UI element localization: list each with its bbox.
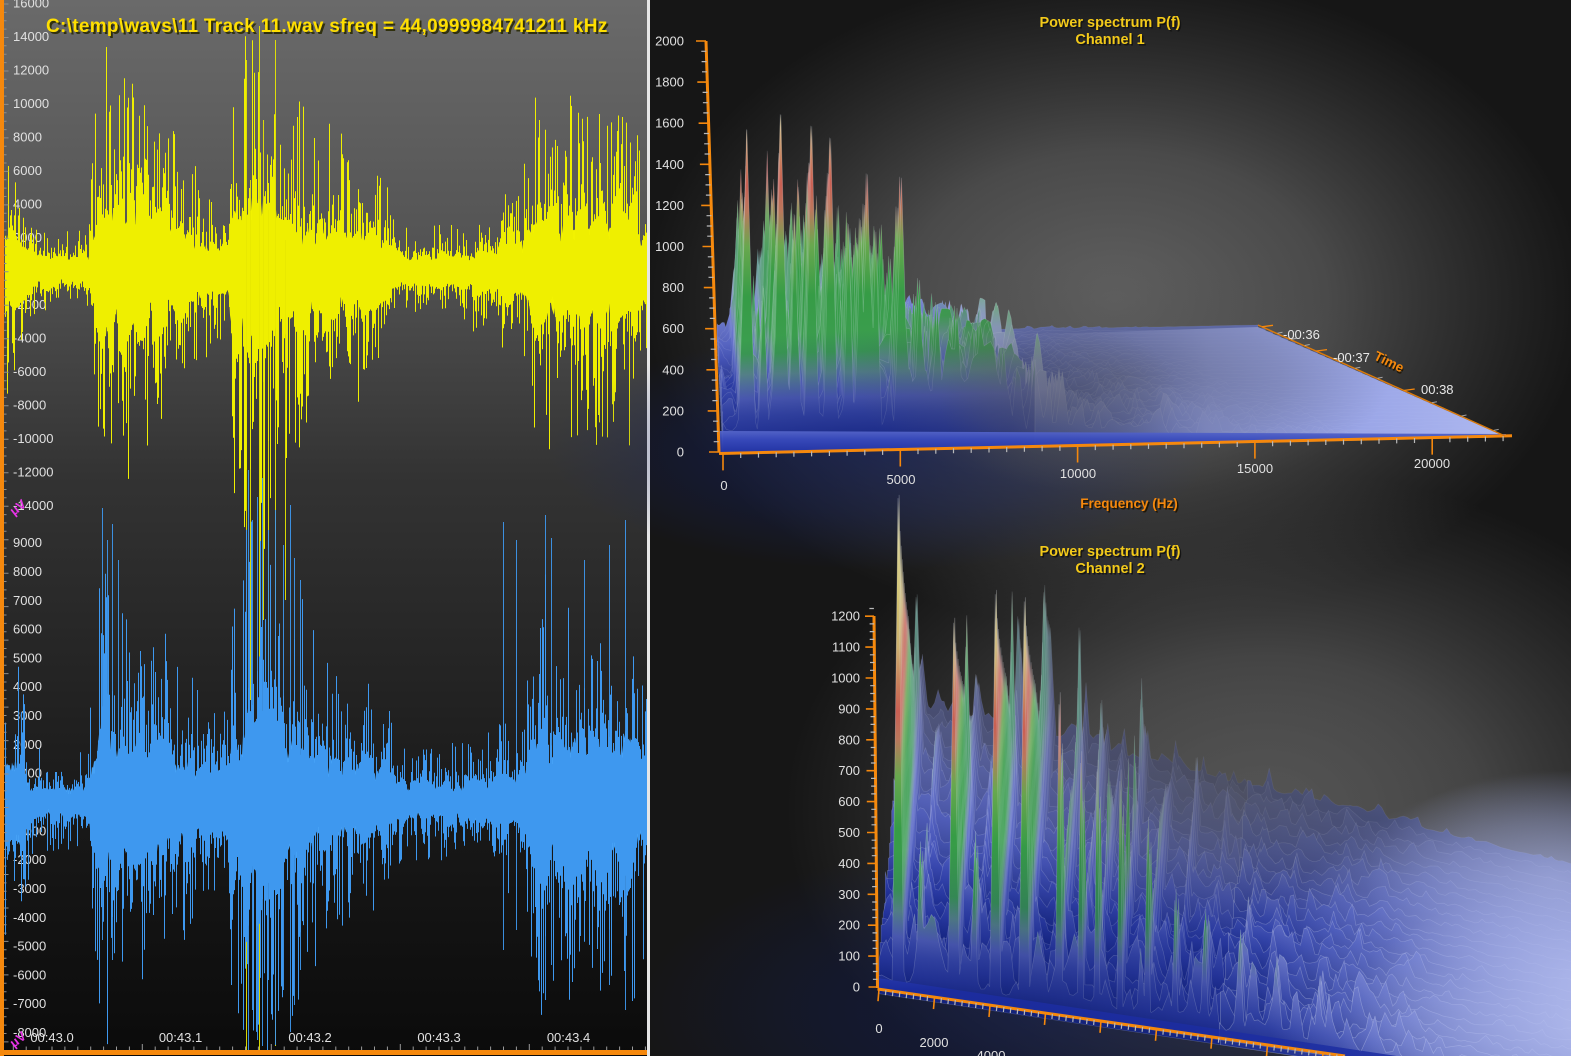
svg-text:Power spectrum P(f): Power spectrum P(f) [1040,15,1181,31]
svg-text:4000: 4000 [13,679,42,694]
svg-text:Channel 2: Channel 2 [1075,561,1144,577]
svg-text:2000: 2000 [13,737,42,752]
svg-text:C:\temp\wavs\11 Track 11.wav s: C:\temp\wavs\11 Track 11.wav sfreq = 44,… [46,16,608,37]
svg-text:00:43.4: 00:43.4 [547,1030,590,1045]
svg-text:2000: 2000 [655,34,684,49]
svg-text:4000: 4000 [977,1048,1006,1056]
svg-text:1200: 1200 [831,609,860,624]
svg-text:-7000: -7000 [13,996,46,1011]
svg-text:0: 0 [853,980,860,995]
svg-text:Frequency (Hz): Frequency (Hz) [1080,496,1178,511]
svg-text:-8000: -8000 [13,1025,46,1040]
svg-text:3000: 3000 [13,708,42,723]
svg-text:400: 400 [662,362,684,377]
svg-text:-8000: -8000 [13,397,46,412]
svg-text:1600: 1600 [655,116,684,131]
svg-text:1400: 1400 [655,157,684,172]
svg-text:-00:37: -00:37 [1333,350,1370,365]
svg-text:1800: 1800 [655,75,684,90]
svg-text:10000: 10000 [13,96,49,111]
svg-text:10000: 10000 [1060,466,1096,481]
svg-text:5000: 5000 [13,650,42,665]
svg-text:900: 900 [838,701,860,716]
svg-text:-2000: -2000 [13,852,46,867]
svg-text:-4000: -4000 [13,910,46,925]
svg-text:1000: 1000 [831,671,860,686]
svg-text:Power spectrum P(f): Power spectrum P(f) [1040,544,1181,560]
svg-text:1000: 1000 [655,239,684,254]
svg-text:600: 600 [662,321,684,336]
svg-text:7000: 7000 [13,593,42,608]
svg-text:8000: 8000 [13,564,42,579]
svg-text:-6000: -6000 [13,364,46,379]
svg-text:1100: 1100 [832,640,860,655]
svg-text:00:43.1: 00:43.1 [159,1030,202,1045]
svg-text:-4000: -4000 [13,330,46,345]
svg-text:00:43.2: 00:43.2 [288,1030,331,1045]
svg-text:-6000: -6000 [13,967,46,982]
svg-text:0: 0 [677,445,684,460]
svg-text:500: 500 [838,825,860,840]
svg-text:Channel 1: Channel 1 [1075,32,1144,48]
svg-text:700: 700 [838,763,860,778]
svg-text:14000: 14000 [13,29,49,44]
svg-text:4000: 4000 [13,197,42,212]
svg-text:600: 600 [838,794,860,809]
svg-text:800: 800 [838,732,860,747]
svg-text:-14000: -14000 [13,498,53,513]
svg-text:12000: 12000 [13,63,49,78]
svg-text:9000: 9000 [13,535,42,550]
svg-text:2000: 2000 [13,230,42,245]
svg-text:0: 0 [720,478,727,493]
svg-text:1200: 1200 [655,198,684,213]
svg-text:-5000: -5000 [13,939,46,954]
svg-text:00:43.3: 00:43.3 [417,1030,460,1045]
svg-text:-00:36: -00:36 [1283,327,1320,342]
svg-text:-12000: -12000 [13,464,53,479]
svg-text:15000: 15000 [1237,461,1273,476]
svg-text:-10000: -10000 [13,431,53,446]
svg-text:200: 200 [662,403,684,418]
svg-text:2000: 2000 [920,1035,949,1050]
svg-text:6000: 6000 [13,622,42,637]
svg-text:20000: 20000 [1414,456,1450,471]
svg-text:300: 300 [838,887,860,902]
svg-text:00:43.0: 00:43.0 [30,1030,73,1045]
svg-text:6000: 6000 [13,163,42,178]
svg-text:-3000: -3000 [13,881,46,896]
svg-text:200: 200 [838,918,860,933]
svg-text:800: 800 [662,280,684,295]
svg-text:0: 0 [875,1021,882,1036]
svg-text:100: 100 [838,949,860,964]
svg-text:16000: 16000 [13,0,49,11]
svg-text:8000: 8000 [13,130,42,145]
svg-text:5000: 5000 [887,472,916,487]
svg-text:00:38: 00:38 [1421,382,1454,397]
svg-text:400: 400 [838,856,860,871]
